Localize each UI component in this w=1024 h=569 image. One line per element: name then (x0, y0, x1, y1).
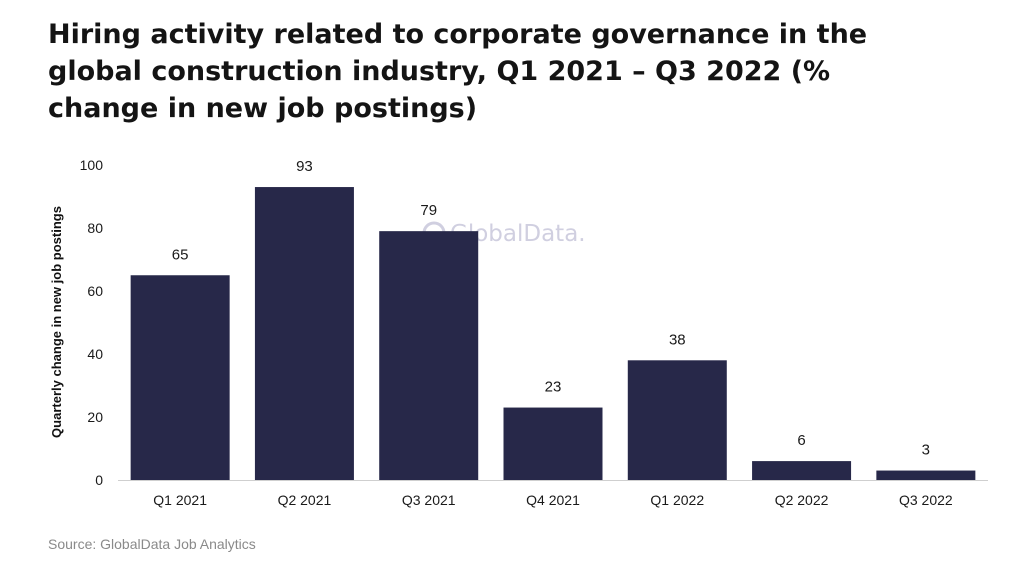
data-label: 93 (296, 158, 313, 175)
data-label: 6 (797, 432, 805, 449)
y-tick-label: 80 (87, 220, 103, 236)
y-tick-label: 0 (95, 472, 103, 488)
bar (130, 275, 230, 480)
data-label: 38 (669, 331, 686, 348)
y-tick-label: 40 (87, 346, 103, 362)
y-tick-label: 20 (87, 409, 103, 425)
chart-title: Hiring activity related to corporate gov… (48, 19, 868, 124)
source-note: Source: GlobalData Job Analytics (48, 536, 256, 552)
data-label: 23 (545, 379, 562, 396)
x-tick-label: Q3 2021 (402, 492, 456, 508)
bar (503, 407, 603, 480)
x-tick-label: Q1 2022 (650, 492, 704, 508)
x-tick-label: Q1 2021 (153, 492, 207, 508)
x-tick-label: Q3 2022 (899, 492, 953, 508)
data-label: 3 (922, 442, 930, 459)
data-label: 65 (172, 246, 189, 263)
x-tick-label: Q4 2021 (526, 492, 580, 508)
bar (379, 231, 479, 480)
bar (752, 461, 852, 480)
y-tick-label: 100 (80, 157, 104, 173)
bar (254, 187, 354, 481)
x-tick-label: Q2 2021 (278, 492, 332, 508)
x-tick-label: Q2 2022 (775, 492, 829, 508)
y-axis-label: Quarterly change in new job postings (49, 206, 64, 438)
data-label: 79 (420, 202, 437, 219)
bar (627, 360, 727, 480)
bar (876, 470, 976, 480)
y-tick-label: 60 (87, 283, 103, 299)
